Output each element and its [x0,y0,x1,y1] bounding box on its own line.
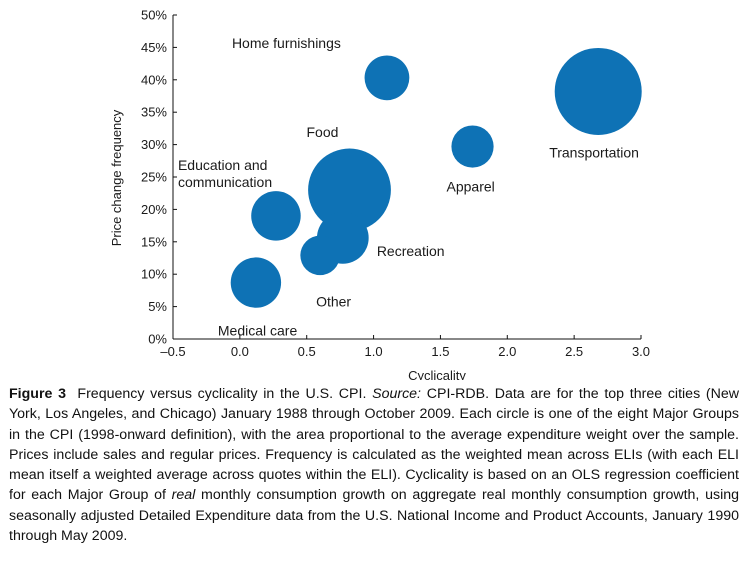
bubble-label-recreation: Recreation [377,243,445,259]
axes: 0% 5% 10% 15% 20% 25% 30% 35% 40% 45% 50% –0.5 0.0 0… [141,8,650,360]
bubble-label-apparel: Apparel [447,179,495,195]
x-axis-title: Cyclicality [408,368,466,380]
y-tick-label: 5% [148,299,167,314]
x-tick-label: 1.5 [431,344,449,359]
bubble-label-transportation: Transportation [549,144,639,160]
y-axis-title: Price change frequency [109,109,124,246]
y-tick-label: 10% [141,267,167,282]
bubble-labels: Home furnishings Transportation Apparel Foo… [178,35,639,339]
y-tick-label: 30% [141,137,167,152]
y-tick-label: 0% [148,332,167,347]
bubble-home-furnishings [364,55,410,101]
figure-caption: Figure 3 Frequency versus cyclicality in… [9,384,739,546]
bubble-label-medical-care: Medical care [218,323,298,339]
y-ticks: 0% 5% 10% 15% 20% 25% 30% 35% 40% 45% 50% [141,8,177,347]
bubble-layer [230,47,642,308]
y-tick-label: 40% [141,72,167,87]
bubble-chart: 0% 5% 10% 15% 20% 25% 30% 35% 40% 45% 50% –0.5 0.0 0… [109,8,650,381]
x-tick-label: 2.0 [498,344,516,359]
caption-body: CPI-RDB. Data are for the top three citi… [9,386,739,504]
bubble-label-home-furnishings: Home furnishings [232,35,341,51]
y-tick-label: 15% [141,234,167,249]
caption-source-label: Source: [372,386,422,402]
x-tick-label: 1.0 [365,344,383,359]
x-ticks: –0.5 0.0 0.5 1.0 1.5 2.0 2.5 3.0 [160,335,650,359]
x-tick-label: 3.0 [632,344,650,359]
figure-label: Figure 3 [9,386,66,402]
caption-body-end: monthly consumption growth on aggregate … [9,487,740,545]
y-tick-label: 35% [141,105,167,120]
y-tick-label: 45% [141,40,167,55]
bubble-label-other: Other [316,293,351,309]
bubble-label-education-and-communication: Education and communication [178,157,272,190]
caption-emphasis: real [171,487,196,504]
x-tick-label: 2.5 [565,344,583,359]
bubble-other [300,235,340,276]
bubble-food [308,148,391,232]
bubble-label-food: Food [307,124,339,140]
x-tick-label: 0.0 [231,344,249,359]
y-tick-label: 25% [141,170,167,185]
caption-intro: Frequency versus cyclicality in the U.S.… [77,386,367,402]
x-tick-label: 0.5 [298,344,316,359]
bubble-education-and-communication [251,191,301,241]
bubble-transportation [554,47,642,135]
bubble-apparel [451,125,494,168]
y-tick-label: 50% [141,8,167,23]
x-tick-label: –0.5 [160,344,185,359]
y-tick-label: 20% [141,202,167,217]
bubble-medical-care [230,257,282,308]
